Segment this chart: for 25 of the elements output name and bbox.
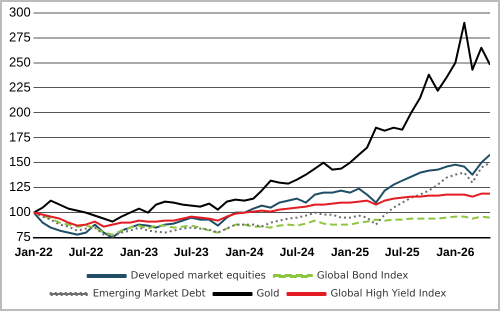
y-tick-label: 75 [16, 229, 31, 244]
x-tick-label: Jan-24 [225, 245, 264, 260]
y-tick-label: 200 [8, 104, 31, 120]
x-tick-label: Jul-24 [280, 245, 315, 260]
x-tick-label: Jul-22 [68, 245, 104, 260]
y-tick-label: 250 [8, 54, 31, 70]
legend-label: Global High Yield Index [330, 288, 446, 300]
y-tick-label: 150 [8, 154, 31, 170]
x-tick-label: Jul-23 [174, 245, 209, 260]
legend-label: Developed market equities [130, 270, 266, 282]
x-tick-label: Jul-25 [384, 245, 420, 260]
legend-label: Global Bond Index [316, 270, 408, 282]
y-tick-label: 125 [8, 179, 31, 194]
x-tick-label: Jan-25 [331, 245, 370, 260]
legend-label: Emerging Market Debt [92, 288, 206, 300]
x-tick-label: Jan-22 [14, 245, 54, 260]
y-tick-label: 175 [8, 129, 31, 144]
y-tick-label: 300 [8, 4, 31, 20]
y-tick-label: 225 [8, 79, 31, 94]
line-series [34, 212, 490, 236]
y-tick-label: 275 [8, 29, 31, 44]
legend-label: Gold [256, 288, 280, 300]
x-tick-label: Jan-23 [120, 245, 158, 260]
x-tick-label: Jan-26 [436, 245, 475, 260]
y-tick-label: 100 [8, 204, 31, 220]
